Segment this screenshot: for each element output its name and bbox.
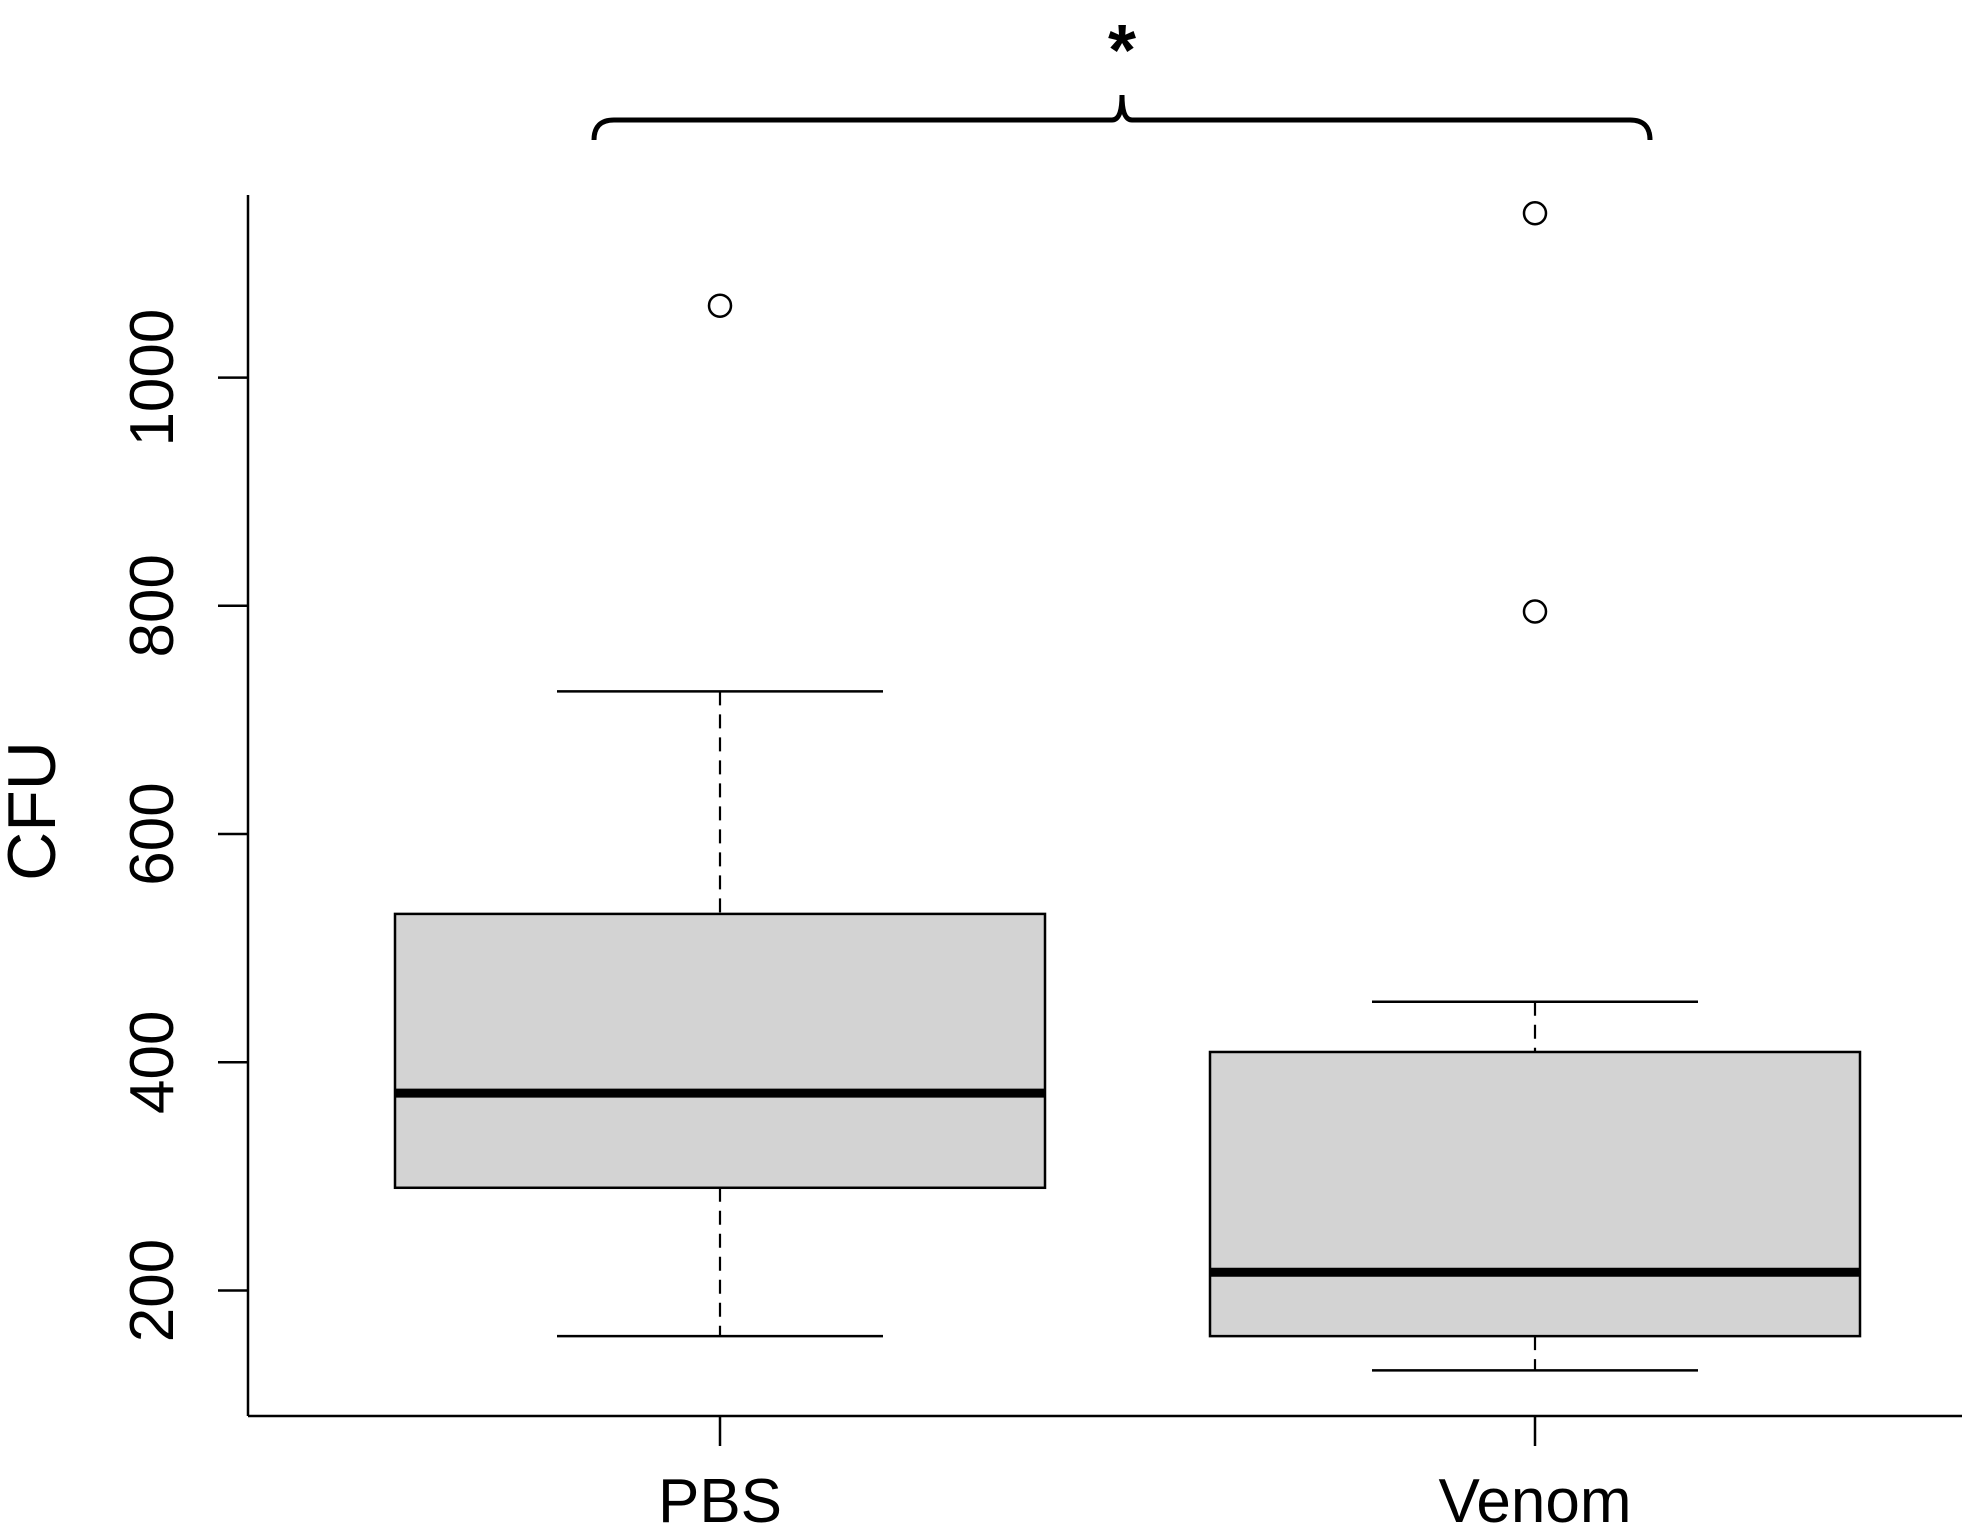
y-axis-title: CFU: [0, 741, 70, 881]
outlier-point-venom: [1522, 201, 1548, 226]
y-tick-label: 600: [118, 782, 187, 885]
y-tick-label: 800: [118, 554, 187, 657]
x-tick-label-pbs: PBS: [658, 1467, 782, 1528]
box-venom: [1208, 1050, 1862, 1338]
outlier-point-pbs: [707, 293, 733, 318]
y-tick-label: 400: [118, 1011, 187, 1114]
y-tick-label: 1000: [118, 309, 187, 447]
outlier-point-venom: [1522, 599, 1548, 624]
box-pbs: [393, 912, 1047, 1190]
significance-label: *: [1108, 11, 1136, 91]
x-tick-label-venom: Venom: [1438, 1467, 1631, 1528]
y-tick-label: 200: [118, 1239, 187, 1342]
plot-area: 200 400 600 800 1000 PBS Venom *: [118, 11, 1962, 1528]
significance-bracket: [591, 94, 1653, 141]
